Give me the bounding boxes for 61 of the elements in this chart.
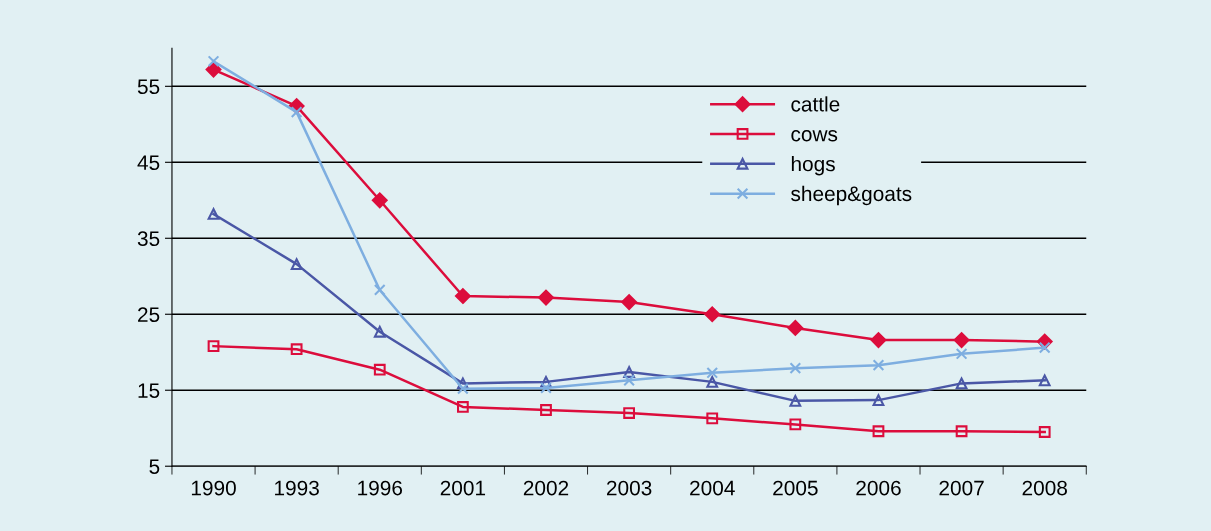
point <box>373 363 386 376</box>
point <box>789 418 802 431</box>
point <box>373 284 386 296</box>
x-tick-label: 2004 <box>690 480 735 496</box>
x-tick-label: 1996 <box>358 480 403 496</box>
point <box>789 394 802 407</box>
point <box>706 412 719 425</box>
legend-label: sheep&goats <box>791 185 912 206</box>
point <box>540 375 552 388</box>
point <box>1038 374 1051 387</box>
point <box>207 340 220 353</box>
y-tick-label: 45 <box>137 155 160 171</box>
point <box>371 192 388 209</box>
x-tick-label: 2008 <box>1022 480 1067 496</box>
x-tick-label: 2003 <box>606 480 652 496</box>
x-tick-label: 2007 <box>939 480 984 496</box>
point <box>540 382 552 394</box>
point <box>538 289 554 306</box>
point <box>540 404 552 416</box>
y-tick-label: 55 <box>137 79 160 95</box>
point <box>454 288 471 304</box>
x-tick-label: 1993 <box>275 480 319 496</box>
point <box>1038 426 1051 438</box>
y-tick-label: 15 <box>138 383 160 398</box>
point <box>872 394 885 407</box>
x-tick-label: 2006 <box>856 480 901 496</box>
point <box>706 366 719 379</box>
point <box>789 362 802 375</box>
point <box>205 61 222 78</box>
point <box>706 375 719 388</box>
point <box>456 377 469 390</box>
point <box>456 401 469 413</box>
legend-label: hogs <box>791 156 835 176</box>
point <box>290 343 303 356</box>
point <box>621 294 638 311</box>
point <box>290 258 303 271</box>
x-tick-label: 2001 <box>440 480 486 496</box>
y-tick-label: 25 <box>138 307 160 323</box>
point <box>870 332 887 348</box>
point <box>373 325 386 338</box>
point <box>955 425 968 438</box>
point <box>872 425 885 438</box>
point <box>623 374 636 387</box>
point <box>1038 341 1051 354</box>
point <box>955 347 968 360</box>
point <box>872 359 885 372</box>
point <box>953 332 970 348</box>
point <box>207 208 220 220</box>
legend-label: cattle <box>791 96 840 112</box>
y-tick-label: 35 <box>137 231 160 247</box>
point <box>787 320 804 336</box>
x-tick-label: 2002 <box>523 480 569 496</box>
y-tick-label: 5 <box>149 459 160 474</box>
point <box>955 377 968 390</box>
x-tick-label: 1990 <box>191 480 236 496</box>
legend-label: cows <box>791 130 838 142</box>
point <box>623 407 636 419</box>
x-tick-label: 2005 <box>773 480 818 496</box>
point <box>704 306 721 323</box>
point <box>456 382 469 395</box>
point <box>207 55 220 68</box>
